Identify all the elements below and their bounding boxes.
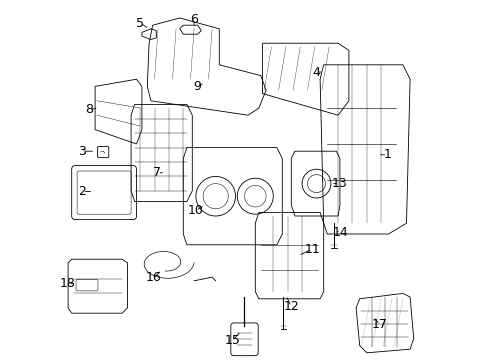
Text: 1: 1: [383, 148, 390, 161]
Text: 12: 12: [283, 300, 299, 313]
Text: 11: 11: [304, 243, 320, 256]
Text: 17: 17: [371, 318, 387, 331]
Text: 14: 14: [332, 226, 348, 239]
Text: 16: 16: [145, 271, 162, 284]
Text: 7: 7: [153, 166, 161, 179]
Text: 15: 15: [224, 334, 241, 347]
Text: 3: 3: [79, 145, 86, 158]
Text: 2: 2: [79, 185, 86, 198]
Text: 9: 9: [193, 80, 201, 93]
Text: 5: 5: [136, 17, 144, 30]
Text: 6: 6: [190, 13, 198, 26]
Text: 4: 4: [312, 66, 320, 78]
Text: 8: 8: [85, 103, 93, 116]
Text: 10: 10: [187, 204, 203, 217]
Text: 13: 13: [331, 177, 346, 190]
Text: 18: 18: [60, 277, 76, 290]
